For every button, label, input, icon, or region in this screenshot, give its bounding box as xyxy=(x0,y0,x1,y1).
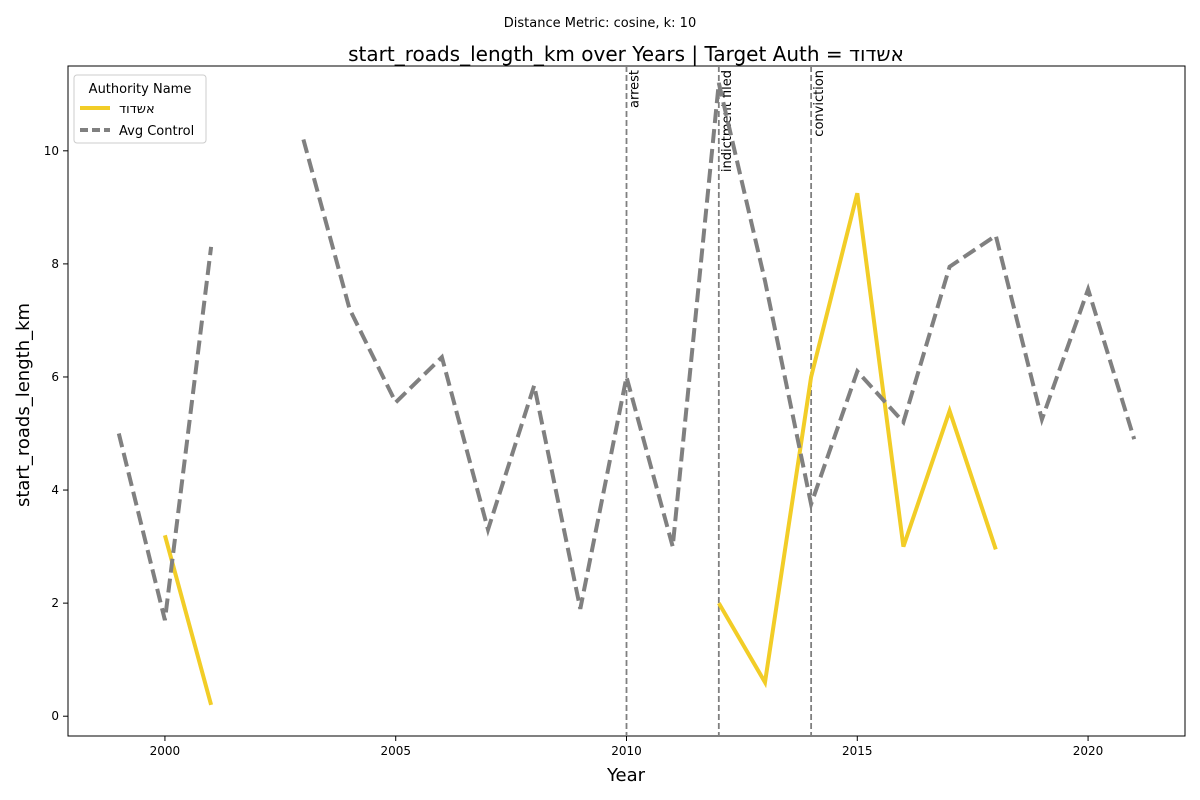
chart-title: start_roads_length_km over Years | Targe… xyxy=(348,42,904,66)
legend: Authority Name אשדוד Avg Control xyxy=(73,74,207,144)
chart-suptitle: Distance Metric: cosine, k: 10 xyxy=(504,16,696,31)
y-tick-label: 10 xyxy=(44,144,59,158)
x-tick-label: 2015 xyxy=(842,744,873,758)
event-lines: arrest indictment filed conviction xyxy=(625,66,827,736)
legend-box xyxy=(73,74,207,144)
series-line xyxy=(162,192,998,706)
x-tick-label: 2000 xyxy=(150,744,181,758)
event-label: conviction xyxy=(812,70,827,137)
legend-entry: אשדוד xyxy=(119,102,155,117)
x-tick-label: 2010 xyxy=(611,744,642,758)
y-tick-label: 8 xyxy=(51,257,59,271)
x-axis-ticks: 2000 2005 2010 2015 2020 xyxy=(150,736,1104,758)
series-line xyxy=(116,82,1137,621)
x-tick-label: 2005 xyxy=(380,744,411,758)
event-label: indictment filed xyxy=(720,70,735,172)
y-tick-label: 6 xyxy=(51,370,59,384)
y-tick-label: 0 xyxy=(51,709,59,723)
x-axis-label: Year xyxy=(606,765,646,786)
legend-entry: Avg Control xyxy=(119,124,194,139)
x-tick-label: 2020 xyxy=(1073,744,1104,758)
series-lines xyxy=(116,82,1137,706)
y-axis-label: start_roads_length_km xyxy=(13,303,34,507)
y-tick-label: 2 xyxy=(51,596,59,610)
y-tick-label: 4 xyxy=(51,483,59,497)
y-axis-ticks: 0 2 4 6 8 10 xyxy=(44,144,68,723)
event-label: arrest xyxy=(628,70,643,108)
legend-title: Authority Name xyxy=(89,82,192,97)
